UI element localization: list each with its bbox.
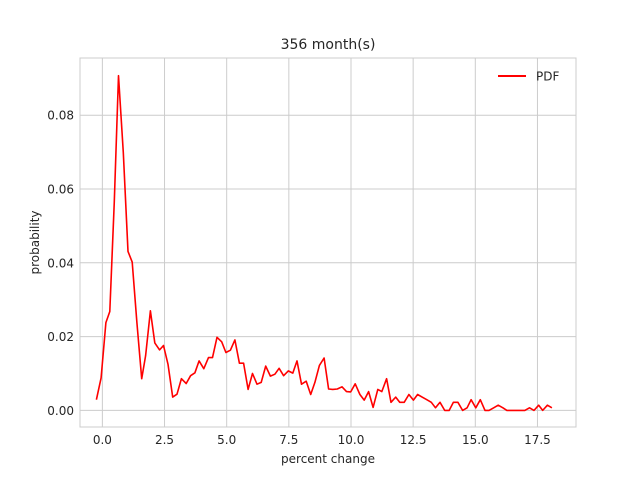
x-tick-label: 5.0 bbox=[217, 433, 236, 447]
y-tick-label: 0.06 bbox=[47, 182, 74, 196]
y-tick-label: 0.00 bbox=[47, 404, 74, 418]
x-axis-ticks: 0.0 2.5 5.0 7.5 10.0 12.5 15.0 17.5 bbox=[93, 433, 551, 447]
series-layer bbox=[95, 74, 553, 412]
legend: PDF bbox=[498, 70, 559, 84]
x-tick-label: 0.0 bbox=[93, 433, 112, 447]
y-tick-label: 0.04 bbox=[47, 256, 74, 270]
x-axis-label: percent change bbox=[281, 452, 375, 466]
y-axis-ticks: 0.00 0.02 0.04 0.06 0.08 bbox=[47, 109, 74, 418]
grid bbox=[80, 58, 576, 427]
x-tick-label: 7.5 bbox=[279, 433, 298, 447]
legend-label-pdf: PDF bbox=[536, 70, 559, 84]
series-line-pdf bbox=[95, 74, 553, 412]
plot-frame bbox=[79, 57, 577, 428]
chart-title: 356 month(s) bbox=[281, 37, 376, 53]
y-tick-label: 0.08 bbox=[47, 109, 74, 123]
plot-area bbox=[80, 58, 576, 427]
x-tick-label: 12.5 bbox=[400, 433, 427, 447]
x-tick-label: 2.5 bbox=[155, 433, 174, 447]
y-tick-label: 0.02 bbox=[47, 330, 74, 344]
x-tick-label: 15.0 bbox=[462, 433, 489, 447]
y-axis-label: probability bbox=[28, 210, 42, 274]
x-tick-label: 10.0 bbox=[338, 433, 365, 447]
x-tick-label: 17.5 bbox=[524, 433, 551, 447]
